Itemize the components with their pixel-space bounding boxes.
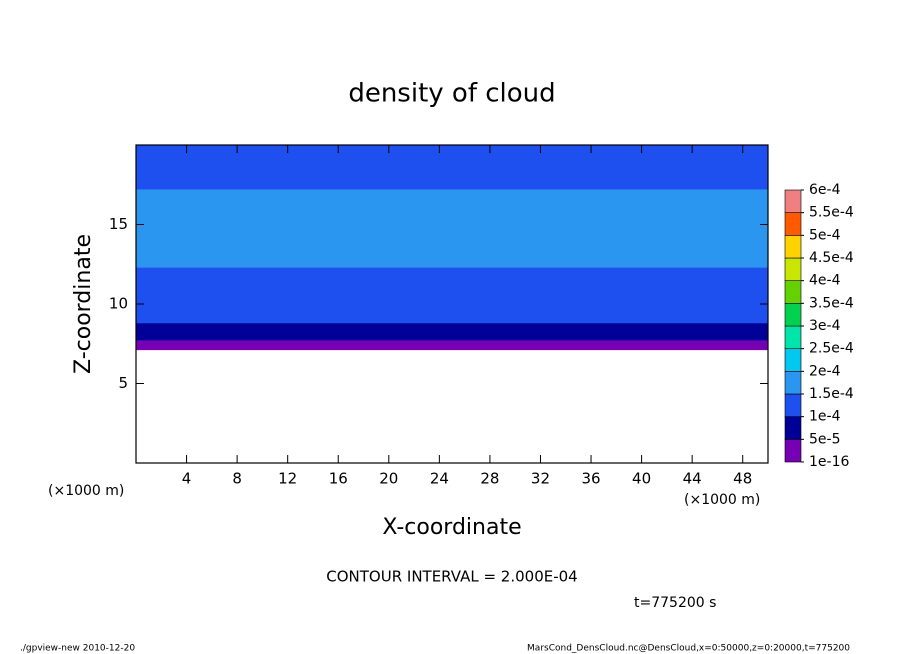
colorbar-bin (784, 416, 802, 440)
colorbar-bin (784, 325, 802, 349)
contour-band (136, 323, 768, 341)
colorbar-label: 1e-4 (809, 409, 841, 425)
colorbar-label: 5e-4 (809, 227, 841, 243)
y-tick-label: 10 (109, 295, 128, 313)
colorbar-label: 3e-4 (809, 318, 841, 334)
footer: MarsCond_DensCloud.nc@DensCloud,x=0:5000… (527, 644, 850, 654)
x-tick-label: 24 (430, 470, 449, 488)
x-tick-label: 12 (278, 470, 297, 488)
y-tick-label: 5 (118, 374, 128, 392)
colorbar-bin (784, 257, 802, 281)
contour-band (136, 267, 768, 324)
x-tick-label: 4 (182, 470, 192, 488)
colorbar-label: 3.5e-4 (809, 295, 854, 311)
colorbar-label: 2.5e-4 (809, 341, 854, 357)
colorbar-bin (784, 189, 802, 213)
y-tick-label: 15 (109, 215, 128, 233)
colorbar-bin (784, 348, 802, 372)
colorbar-bin (784, 371, 802, 395)
colorbar-bin (784, 280, 802, 304)
colorbar-label: 4.5e-4 (809, 250, 854, 266)
contour-interval: CONTOUR INTERVAL = 2.000E-04 (326, 568, 577, 586)
x-tick-label: 44 (683, 470, 702, 488)
x-tick-label: 16 (329, 470, 348, 488)
contour-band (136, 189, 768, 268)
y-axis-label: Z-coordinate (71, 234, 96, 374)
colorbar-bin (784, 393, 802, 417)
colorbar-label: 4e-4 (809, 273, 841, 289)
colorbar-label: 2e-4 (809, 363, 841, 379)
x-tick-label: 28 (480, 470, 499, 488)
footer: ./gpview-new 2010-12-20 (20, 644, 135, 654)
colorbar-label: 1e-16 (809, 454, 849, 470)
colorbar-bin (784, 235, 802, 259)
x-tick-label: 40 (632, 470, 651, 488)
colorbar-label: 5.5e-4 (809, 205, 854, 221)
colorbar-bin (784, 439, 802, 463)
colorbar-bin (784, 212, 802, 236)
chart-title: density of cloud (348, 79, 555, 109)
x-axis-label: X-coordinate (382, 515, 521, 540)
x-unit-label: (×1000 m) (48, 483, 124, 499)
colorbar-label: 6e-4 (809, 182, 841, 198)
x-tick-label: 20 (379, 470, 398, 488)
colorbar-label: 5e-5 (809, 431, 840, 447)
x-tick-label: 32 (531, 470, 550, 488)
time-label: t=775200 s (634, 595, 716, 611)
x-tick-label: 48 (733, 470, 752, 488)
x-unit-label: (×1000 m) (684, 492, 760, 508)
contour-band (136, 145, 768, 190)
x-tick-label: 36 (581, 470, 600, 488)
colorbar-label: 1.5e-4 (809, 386, 854, 402)
x-tick-label: 8 (232, 470, 242, 488)
colorbar-bin (784, 303, 802, 327)
contour-band (136, 340, 768, 351)
